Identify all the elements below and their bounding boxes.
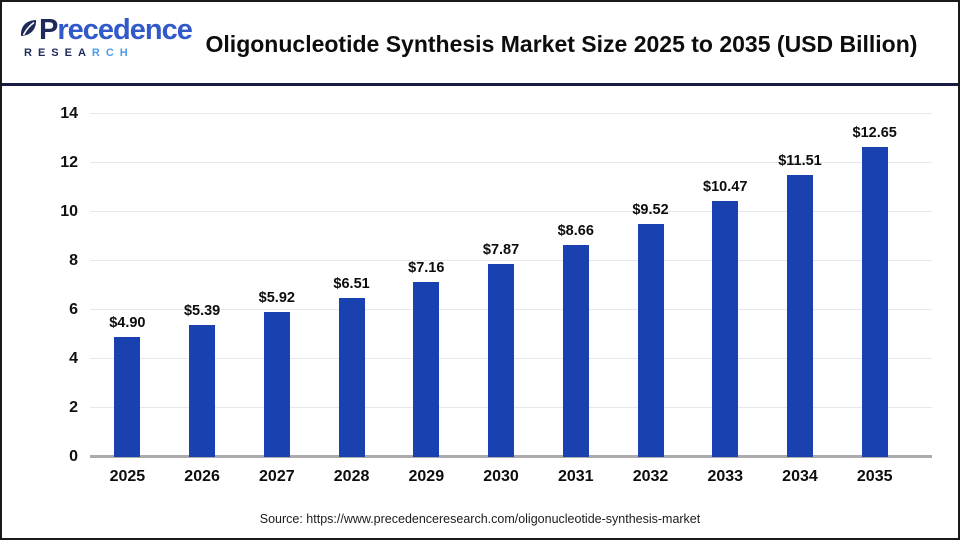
logo-subtext: RESEARCH <box>24 47 134 59</box>
x-tick-label-2029: 2029 <box>408 468 445 485</box>
bar-2029 <box>413 281 440 457</box>
y-tick-label-14: 14 <box>60 105 78 122</box>
gridline-10 <box>90 211 932 212</box>
bar-slot-2033: $10.47 2033 <box>688 114 763 486</box>
bar-2025 <box>114 336 141 457</box>
bar-slot-2030: $7.87 2030 <box>464 114 539 485</box>
y-tick-label-10: 10 <box>60 203 78 220</box>
header: Precedence RESEARCH Oligonucleotide Synt… <box>2 2 958 86</box>
bar-value-2028: $6.51 <box>333 275 370 292</box>
bar-2026 <box>189 324 216 457</box>
bar-value-2035: $12.65 <box>852 125 897 142</box>
precedence-logo: Precedence RESEARCH <box>20 16 193 59</box>
x-tick-label-2031: 2031 <box>557 468 594 485</box>
y-axis: 0 2 4 6 8 10 12 14 <box>2 105 78 465</box>
bar-slot-2025: $4.90 2025 <box>90 114 165 485</box>
bar-value-2027: $5.92 <box>258 289 295 306</box>
x-tick-label-2027: 2027 <box>259 468 295 485</box>
bar-2035 <box>861 147 888 457</box>
y-tick-label-4: 4 <box>69 350 78 367</box>
bar-value-2034: $11.51 <box>778 153 822 170</box>
bar-2030 <box>488 264 515 457</box>
x-tick-label-2032: 2032 <box>632 468 669 485</box>
y-tick-label-8: 8 <box>69 252 78 269</box>
x-tick-label-2035: 2035 <box>856 468 893 485</box>
bar-2028 <box>338 297 365 457</box>
bar-value-2029: $7.16 <box>408 259 445 276</box>
y-tick-label-12: 12 <box>60 154 78 171</box>
bar-slot-2031: $8.66 2031 <box>538 114 613 485</box>
bar-value-2033: $10.47 <box>703 178 748 195</box>
x-tick-label-2026: 2026 <box>184 468 220 485</box>
x-tick-label-2030: 2030 <box>483 468 519 485</box>
chart-area: 0 2 4 6 8 10 12 14 $4.90 2025 $5.39 2026 $5.92 2027 $… <box>2 89 958 538</box>
bar-slots: $4.90 2025 $5.39 2026 $5.92 2027 $6.51 2028 $7.1… <box>90 114 912 486</box>
logo-text: Precedence <box>39 14 193 46</box>
bar-value-2025: $4.90 <box>109 314 146 331</box>
leaf-icon <box>20 19 38 43</box>
bar-2033 <box>712 200 739 457</box>
x-tick-label-2034: 2034 <box>782 468 818 485</box>
bar-slot-2029: $7.16 2029 <box>389 114 464 485</box>
bar-slot-2027: $5.92 2027 <box>239 114 314 485</box>
bar-2034 <box>786 175 813 457</box>
bar-2027 <box>263 311 290 457</box>
logo-wordmark: Precedence <box>20 16 193 45</box>
bar-value-2026: $5.39 <box>183 302 221 319</box>
gridline-14 <box>90 113 932 114</box>
bar-value-2032: $9.52 <box>632 201 669 218</box>
bar-slot-2028: $6.51 2028 <box>314 114 389 485</box>
page-title: Oligonucleotide Synthesis Market Size 20… <box>205 30 918 57</box>
bar-value-2031: $8.66 <box>557 222 594 239</box>
gridline-12 <box>90 162 932 163</box>
x-tick-label-2025: 2025 <box>109 468 146 485</box>
bar-slot-2026: $5.39 2026 <box>165 114 240 485</box>
bar-value-2030: $7.87 <box>482 242 520 259</box>
plot-area: $4.90 2025 $5.39 2026 $5.92 2027 $6.51 2028 $7.1… <box>90 113 932 486</box>
bar-slot-2034: $11.51 2034 <box>763 114 838 485</box>
y-tick-label-2: 2 <box>69 399 78 416</box>
source-text: Source: https://www.precedenceresearch.c… <box>259 512 701 526</box>
bar-2032 <box>637 223 664 457</box>
x-tick-label-2028: 2028 <box>333 468 370 485</box>
y-tick-label-0: 0 <box>69 448 78 465</box>
bar-slot-2035: $12.65 2035 <box>837 114 912 485</box>
x-tick-label-2033: 2033 <box>707 468 744 485</box>
gridline-8 <box>90 260 932 261</box>
bar-2031 <box>562 244 589 457</box>
y-tick-label-6: 6 <box>69 301 78 318</box>
bar-slot-2032: $9.52 2032 <box>613 114 688 485</box>
